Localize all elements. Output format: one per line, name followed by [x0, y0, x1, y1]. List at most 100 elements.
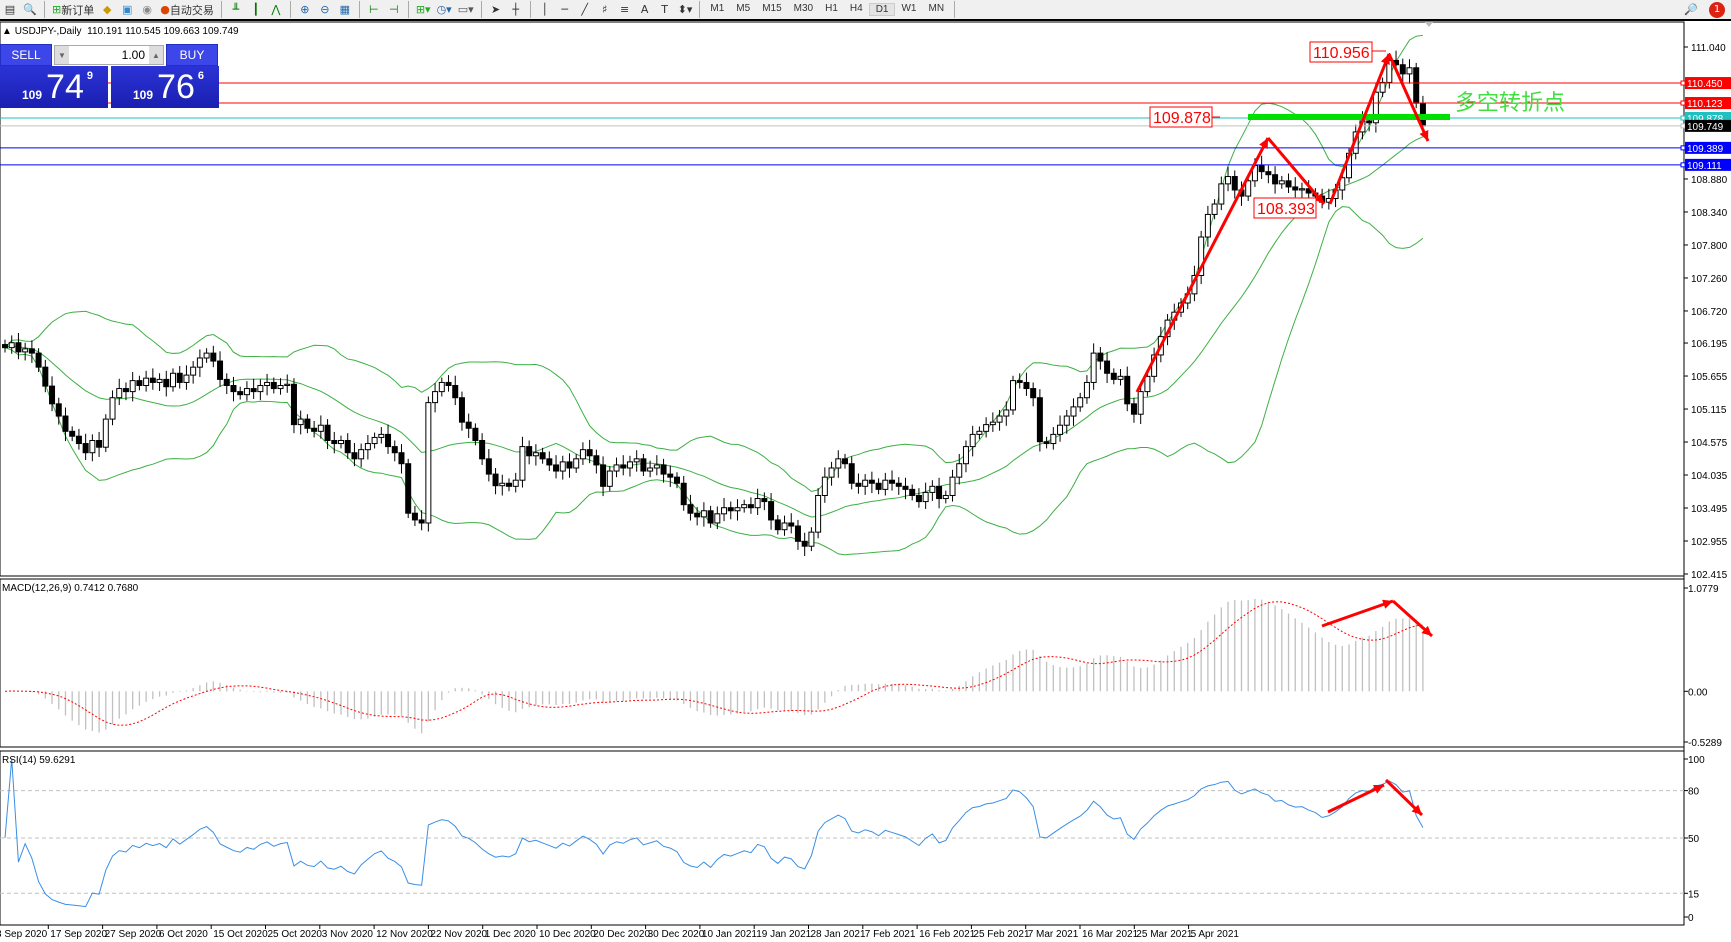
price-line-label: 109.878 — [1687, 114, 1724, 125]
timeframe-h4[interactable]: H4 — [849, 3, 863, 14]
candle-body-bear — [788, 522, 795, 527]
candle-body-bear — [1399, 64, 1406, 75]
candle — [8, 335, 15, 354]
macd-label: MACD(12,26,9) 0.7412 0.7680 — [2, 583, 139, 594]
timeframe-w1[interactable]: W1 — [901, 3, 917, 14]
text-icon[interactable]: A — [640, 3, 649, 16]
navigator-icon[interactable]: ▣ — [122, 3, 133, 16]
candle — [290, 378, 297, 434]
autotrading-button[interactable]: ● 自动交易 — [157, 0, 217, 19]
new-chart-icon[interactable]: ▤ — [4, 3, 16, 16]
market-watch-icon[interactable]: ◆ — [102, 3, 112, 16]
candle-body-bull — [432, 391, 439, 404]
chart-shift-icon[interactable]: ⊢ — [369, 3, 379, 16]
zoom-in-icon[interactable]: ⊕ — [300, 3, 310, 16]
bar-chart-icon[interactable]: ╨ — [232, 3, 240, 16]
candle-body-bull — [371, 436, 378, 445]
candle-body-bear — [385, 433, 392, 448]
timeframe-h1[interactable]: H1 — [825, 3, 838, 14]
candle — [432, 383, 439, 413]
zoom-window-icon[interactable]: 🔍 — [23, 3, 37, 16]
periods-icon[interactable]: ◷▾ — [436, 3, 452, 16]
text-label-icon[interactable]: T — [661, 3, 668, 16]
line-handle — [1680, 145, 1686, 151]
candle — [109, 390, 116, 426]
candle-body-bear — [391, 446, 398, 454]
price-tick-label: 107.800 — [1691, 241, 1728, 252]
candle-body-bull — [1003, 409, 1010, 417]
lot-increase-icon[interactable]: ▲ — [149, 46, 163, 64]
candle — [653, 455, 660, 476]
new-order-button[interactable]: ⊞ 新订单 — [49, 0, 97, 19]
candle-body-bull — [700, 510, 707, 518]
crosshair-icon[interactable]: ┼ — [512, 3, 519, 16]
price-tick-label: 103.495 — [1691, 504, 1728, 515]
zoom-out-icon[interactable]: ⊖ — [320, 3, 330, 16]
lot-size-input[interactable]: ▼ 1.00 ▲ — [54, 45, 164, 65]
candle — [344, 433, 351, 459]
timeframe-mn[interactable]: MN — [928, 3, 945, 14]
candle-body-bear — [1104, 360, 1111, 374]
candle-body-bear — [405, 463, 412, 514]
templates-icon[interactable]: ▭▾ — [457, 3, 474, 16]
timeframe-m30[interactable]: M30 — [793, 3, 814, 14]
candle-body-bull — [1204, 213, 1211, 238]
fibo-icon[interactable]: ♯ — [601, 3, 608, 16]
candle — [49, 376, 56, 412]
macd-tick-label: -0.5289 — [1688, 738, 1722, 749]
horizontal-line-icon[interactable]: ─ — [561, 3, 568, 16]
timeframe-m1[interactable]: M1 — [710, 3, 725, 14]
candle-body-bear — [1413, 67, 1420, 104]
candle — [889, 470, 896, 491]
buy-button[interactable]: BUY — [166, 44, 218, 66]
timeframe-m15[interactable]: M15 — [762, 3, 782, 14]
signals-icon[interactable]: ◉ — [142, 3, 153, 16]
timeframe-d1[interactable]: D1 — [868, 3, 896, 16]
cursor-icon[interactable]: ➤ — [491, 3, 501, 16]
candle — [801, 532, 808, 556]
time-tick-label: 12 Nov 2020 — [376, 929, 433, 940]
time-tick-label: 17 Sep 2020 — [50, 929, 107, 940]
candle — [949, 469, 956, 502]
sell-price[interactable]: 109 74 9 — [0, 66, 108, 108]
arrows-icon[interactable]: ⬍▾ — [677, 3, 693, 16]
candle-body-bull — [1245, 180, 1252, 197]
autoscroll-icon[interactable]: ⊣ — [389, 3, 399, 16]
timeframe-m5[interactable]: M5 — [736, 3, 751, 14]
toolbar-divider — [954, 1, 956, 18]
buy-price[interactable]: 109 76 6 — [111, 66, 219, 108]
candle — [512, 472, 519, 493]
search-icon[interactable]: 🔎 — [1684, 3, 1698, 16]
candle-body-bull — [815, 494, 822, 533]
lot-value[interactable]: 1.00 — [121, 48, 145, 62]
trendline-icon[interactable]: ╱ — [581, 3, 588, 16]
candle — [747, 497, 754, 514]
tile-windows-icon[interactable]: ▦ — [339, 3, 351, 16]
toolbar-divider — [699, 1, 701, 18]
candle-body-bear — [801, 540, 808, 547]
candle — [727, 501, 734, 520]
candle-body-bear — [855, 482, 862, 487]
lot-decrease-icon[interactable]: ▼ — [55, 46, 69, 64]
candle — [902, 477, 909, 500]
time-tick-label: 10 Dec 2020 — [539, 929, 596, 940]
candle-body-bear — [727, 507, 734, 512]
candle-body-bull — [1211, 203, 1218, 215]
fibo-fan-icon[interactable]: ≡ — [620, 3, 630, 16]
notification-badge[interactable]: 1 — [1709, 1, 1725, 18]
sell-button[interactable]: SELL — [0, 44, 52, 66]
trend-arrow-down-1-head — [1313, 193, 1324, 204]
macd-tick-label: 0.00 — [1688, 687, 1708, 698]
candle — [593, 449, 600, 474]
line-chart-icon[interactable]: ⋀ — [271, 3, 281, 16]
candle — [640, 453, 647, 476]
macd-arrow-up-head — [1382, 599, 1393, 609]
candle — [956, 453, 963, 485]
candle-body-bear — [593, 455, 600, 466]
candlestick-icon[interactable]: ┃ — [252, 3, 260, 16]
price-line-label: 109.749 — [1687, 122, 1724, 133]
indicators-icon[interactable]: ⊞▾ — [415, 3, 431, 16]
candle-body-bear — [902, 485, 909, 490]
vertical-line-icon[interactable]: │ — [541, 3, 548, 16]
